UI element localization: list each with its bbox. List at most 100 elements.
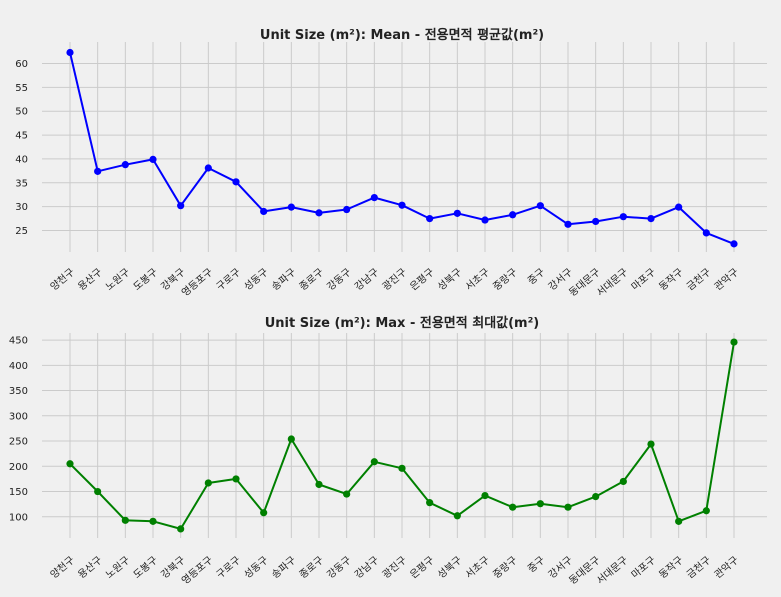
mean-data-point bbox=[536, 202, 544, 210]
max-y-tick-label: 250 bbox=[9, 437, 28, 448]
mean-x-tick-label: 중랑구 bbox=[491, 266, 520, 293]
mean-data-point bbox=[675, 203, 683, 211]
max-data-point bbox=[453, 512, 461, 520]
max-data-point bbox=[592, 492, 600, 501]
mean-x-tick-label: 강남구 bbox=[352, 266, 381, 293]
max-data-point bbox=[481, 491, 489, 500]
max-x-tick-label: 마포구 bbox=[629, 554, 658, 581]
max-x-tick-label: 중랑구 bbox=[491, 554, 520, 581]
max-data-point bbox=[177, 525, 185, 533]
mean-data-point bbox=[121, 161, 129, 169]
max-data-point bbox=[343, 490, 351, 498]
max-data-point bbox=[619, 477, 627, 486]
max-x-tick-label: 관악구 bbox=[712, 554, 741, 581]
mean-x-tick-label: 영등포구 bbox=[179, 266, 215, 299]
mean-y-tick-label: 55 bbox=[15, 83, 28, 94]
mean-data-point bbox=[260, 207, 268, 216]
max-y-tick-label: 400 bbox=[9, 361, 28, 372]
max-chart-y-axis: 100 150 200 250 300 350 400 450 bbox=[9, 336, 28, 524]
max-data-point bbox=[702, 507, 710, 515]
max-x-tick-label: 서대문구 bbox=[594, 554, 630, 587]
mean-y-tick-label: 25 bbox=[15, 226, 28, 237]
mean-data-point bbox=[232, 178, 240, 186]
max-y-tick-label: 100 bbox=[9, 512, 28, 523]
mean-data-point bbox=[94, 167, 102, 175]
max-x-tick-label: 노원구 bbox=[103, 554, 132, 581]
mean-x-tick-label: 성북구 bbox=[435, 266, 464, 293]
mean-x-tick-label: 동작구 bbox=[657, 266, 686, 293]
max-data-point bbox=[260, 509, 268, 517]
mean-data-point bbox=[592, 217, 600, 226]
mean-y-tick-label: 45 bbox=[15, 131, 28, 142]
mean-x-tick-label: 금천구 bbox=[684, 266, 713, 293]
mean-chart-title: Unit Size (m²): Mean - 전용면적 평균값(m²) bbox=[260, 27, 544, 43]
mean-unit-size-chart: Unit Size (m²): Mean - 전용면적 평균값(m²) 25 30… bbox=[15, 27, 767, 299]
mean-x-tick-label: 은평구 bbox=[408, 266, 437, 293]
max-y-tick-label: 450 bbox=[9, 336, 28, 347]
mean-data-point bbox=[370, 193, 378, 202]
max-x-tick-label: 성동구 bbox=[242, 554, 271, 581]
mean-x-tick-label: 서초구 bbox=[463, 266, 492, 293]
max-x-tick-label: 서초구 bbox=[463, 554, 492, 581]
max-data-point bbox=[426, 499, 434, 507]
max-x-tick-label: 용산구 bbox=[76, 554, 105, 581]
max-x-tick-label: 광진구 bbox=[380, 554, 409, 581]
max-y-tick-label: 200 bbox=[9, 462, 28, 473]
mean-x-tick-label: 양천구 bbox=[48, 266, 77, 293]
max-chart-grid bbox=[42, 333, 767, 538]
mean-data-point bbox=[509, 211, 517, 219]
mean-data-point bbox=[204, 164, 212, 172]
mean-y-tick-label: 35 bbox=[15, 178, 28, 189]
max-data-point bbox=[536, 500, 544, 508]
mean-x-tick-label: 강동구 bbox=[325, 266, 354, 293]
mean-y-tick-label: 60 bbox=[15, 59, 28, 70]
mean-data-point bbox=[149, 155, 157, 164]
max-data-point bbox=[121, 516, 129, 524]
max-data-point bbox=[398, 464, 406, 472]
max-chart-series bbox=[66, 338, 738, 533]
mean-data-point bbox=[564, 220, 572, 228]
mean-x-tick-label: 마포구 bbox=[629, 266, 658, 293]
max-x-tick-label: 도봉구 bbox=[131, 554, 160, 581]
max-x-tick-label: 중구 bbox=[525, 554, 547, 575]
max-y-tick-label: 150 bbox=[9, 487, 28, 498]
mean-chart-plot-area bbox=[42, 42, 767, 252]
mean-y-tick-label: 40 bbox=[15, 154, 28, 165]
mean-x-tick-label: 성동구 bbox=[242, 266, 271, 293]
mean-data-point bbox=[66, 48, 74, 57]
mean-y-tick-label: 30 bbox=[15, 202, 28, 213]
mean-y-tick-label: 50 bbox=[15, 107, 28, 118]
max-x-tick-label: 강동구 bbox=[325, 554, 354, 581]
mean-data-point bbox=[730, 240, 738, 248]
mean-x-tick-label: 관악구 bbox=[712, 266, 741, 293]
max-data-point bbox=[370, 458, 378, 466]
max-data-point bbox=[564, 503, 572, 511]
mean-data-point bbox=[287, 203, 295, 211]
mean-data-point bbox=[481, 216, 489, 224]
mean-data-point bbox=[702, 229, 710, 237]
max-x-tick-label: 성북구 bbox=[435, 554, 464, 581]
mean-x-tick-label: 구로구 bbox=[215, 267, 243, 293]
max-data-point bbox=[66, 460, 74, 468]
mean-data-point bbox=[453, 209, 461, 217]
max-x-tick-label: 영등포구 bbox=[179, 554, 215, 587]
mean-data-point bbox=[315, 209, 323, 217]
max-data-point bbox=[315, 480, 323, 489]
mean-data-point bbox=[619, 213, 627, 221]
mean-x-tick-label: 광진구 bbox=[380, 266, 409, 293]
max-y-tick-label: 350 bbox=[9, 386, 28, 397]
max-data-point bbox=[509, 503, 517, 511]
max-y-tick-label: 300 bbox=[9, 411, 28, 422]
max-chart-title: Unit Size (m²): Max - 전용면적 최대값(m²) bbox=[265, 315, 540, 331]
max-x-tick-label: 구로구 bbox=[215, 555, 243, 581]
max-chart-plot-area bbox=[42, 333, 767, 538]
mean-x-tick-label: 서대문구 bbox=[594, 266, 630, 299]
max-x-tick-label: 강남구 bbox=[352, 554, 381, 581]
mean-chart-y-axis: 25 30 35 40 45 50 55 60 bbox=[15, 59, 28, 237]
mean-x-tick-label: 종로구 bbox=[297, 266, 326, 293]
mean-data-point bbox=[177, 202, 185, 210]
mean-x-tick-label: 노원구 bbox=[103, 266, 132, 293]
